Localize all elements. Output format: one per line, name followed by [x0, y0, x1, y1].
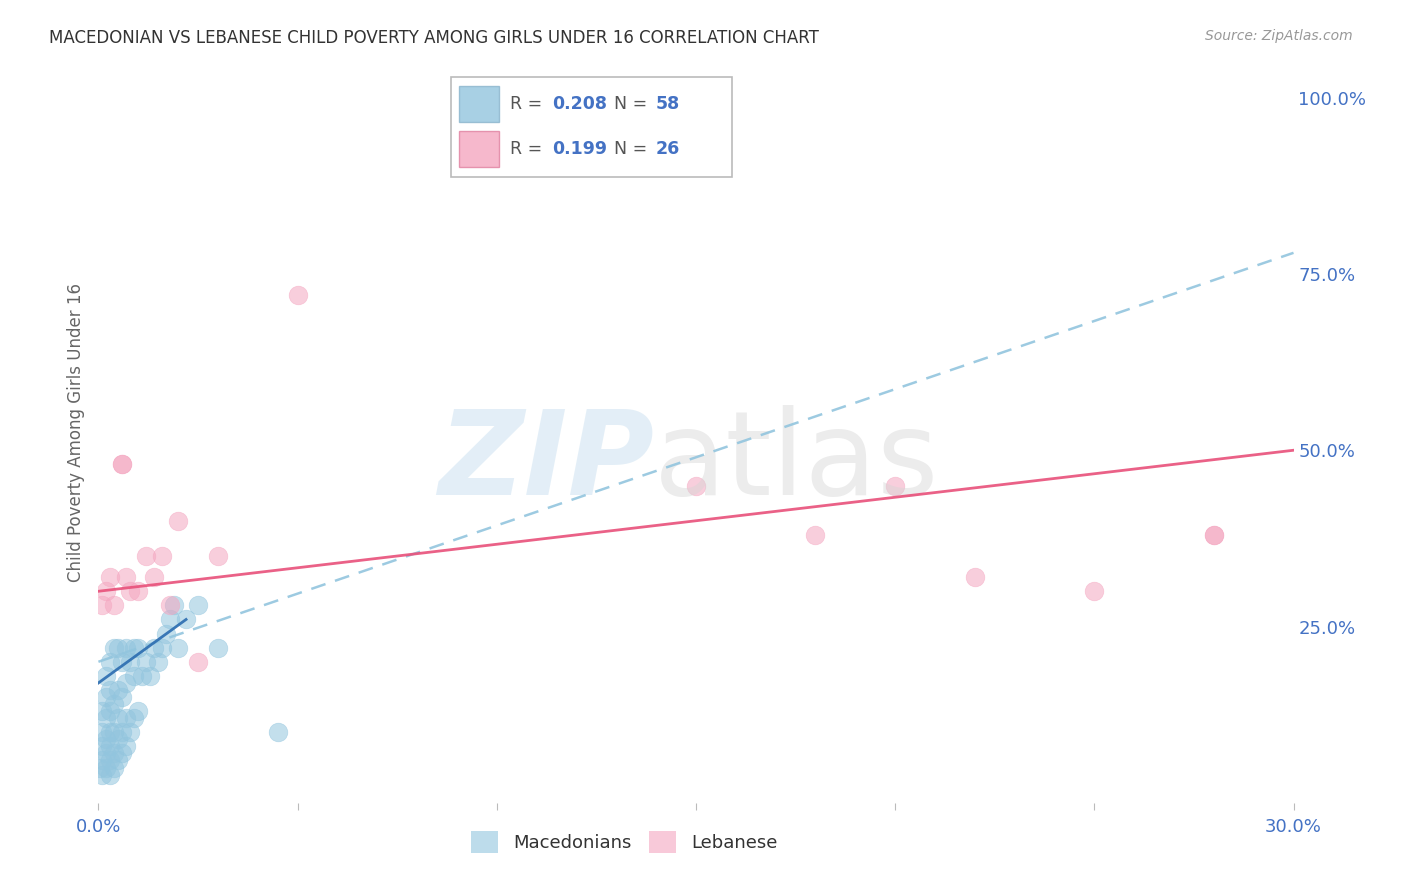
- Point: [111, 458, 134, 472]
- Point: [148, 655, 170, 669]
- Point: [150, 549, 173, 563]
- Point: [98, 570, 122, 584]
- Point: [103, 599, 125, 613]
- Point: [1202, 528, 1225, 542]
- Point: [174, 612, 197, 626]
- Point: [96, 711, 118, 725]
- Point: [159, 612, 181, 626]
- Point: [150, 640, 173, 655]
- Point: [103, 747, 125, 761]
- Point: [98, 725, 122, 739]
- Point: [107, 711, 129, 725]
- Point: [804, 528, 827, 542]
- Point: [124, 711, 146, 725]
- Point: [96, 747, 118, 761]
- Point: [187, 599, 209, 613]
- Point: [207, 549, 229, 563]
- Point: [98, 683, 122, 698]
- Point: [1083, 584, 1105, 599]
- Legend: Macedonians, Lebanese: Macedonians, Lebanese: [464, 824, 785, 861]
- Point: [96, 584, 118, 599]
- Point: [107, 683, 129, 698]
- Point: [98, 655, 122, 669]
- Point: [107, 754, 129, 768]
- Point: [685, 478, 707, 492]
- Point: [124, 640, 146, 655]
- Point: [98, 704, 122, 718]
- Point: [127, 584, 149, 599]
- Point: [96, 690, 118, 704]
- Point: [120, 655, 142, 669]
- Point: [485, 112, 508, 126]
- Point: [159, 599, 181, 613]
- Point: [98, 739, 122, 754]
- Point: [96, 669, 118, 683]
- Text: atlas: atlas: [654, 405, 939, 520]
- Point: [267, 725, 290, 739]
- Point: [167, 640, 190, 655]
- Text: MACEDONIAN VS LEBANESE CHILD POVERTY AMONG GIRLS UNDER 16 CORRELATION CHART: MACEDONIAN VS LEBANESE CHILD POVERTY AMO…: [49, 29, 820, 46]
- Point: [115, 711, 138, 725]
- Point: [143, 570, 166, 584]
- Point: [107, 640, 129, 655]
- Point: [163, 599, 186, 613]
- Point: [155, 626, 177, 640]
- Text: Source: ZipAtlas.com: Source: ZipAtlas.com: [1205, 29, 1353, 43]
- Point: [91, 704, 114, 718]
- Text: ZIP: ZIP: [439, 405, 654, 520]
- Point: [91, 754, 114, 768]
- Point: [111, 725, 134, 739]
- Point: [91, 739, 114, 754]
- Point: [103, 760, 125, 774]
- Point: [111, 655, 134, 669]
- Point: [107, 732, 129, 747]
- Point: [167, 514, 190, 528]
- Point: [207, 640, 229, 655]
- Point: [127, 704, 149, 718]
- Point: [131, 669, 153, 683]
- Point: [98, 754, 122, 768]
- Point: [111, 747, 134, 761]
- Point: [96, 732, 118, 747]
- Point: [124, 669, 146, 683]
- Point: [963, 570, 986, 584]
- Point: [103, 725, 125, 739]
- Point: [120, 725, 142, 739]
- Point: [884, 478, 907, 492]
- Point: [135, 655, 157, 669]
- Point: [685, 112, 707, 126]
- Point: [143, 640, 166, 655]
- Point: [89, 760, 111, 774]
- Point: [287, 288, 309, 302]
- Point: [115, 676, 138, 690]
- Point: [115, 739, 138, 754]
- Point: [127, 640, 149, 655]
- Point: [115, 570, 138, 584]
- Point: [98, 767, 122, 781]
- Point: [96, 760, 118, 774]
- Point: [115, 640, 138, 655]
- Point: [91, 725, 114, 739]
- Point: [111, 690, 134, 704]
- Point: [103, 640, 125, 655]
- Point: [111, 458, 134, 472]
- Point: [1202, 528, 1225, 542]
- Point: [120, 584, 142, 599]
- Point: [135, 549, 157, 563]
- Point: [103, 697, 125, 711]
- Point: [139, 669, 162, 683]
- Point: [91, 767, 114, 781]
- Point: [187, 655, 209, 669]
- Point: [91, 599, 114, 613]
- Y-axis label: Child Poverty Among Girls Under 16: Child Poverty Among Girls Under 16: [66, 283, 84, 582]
